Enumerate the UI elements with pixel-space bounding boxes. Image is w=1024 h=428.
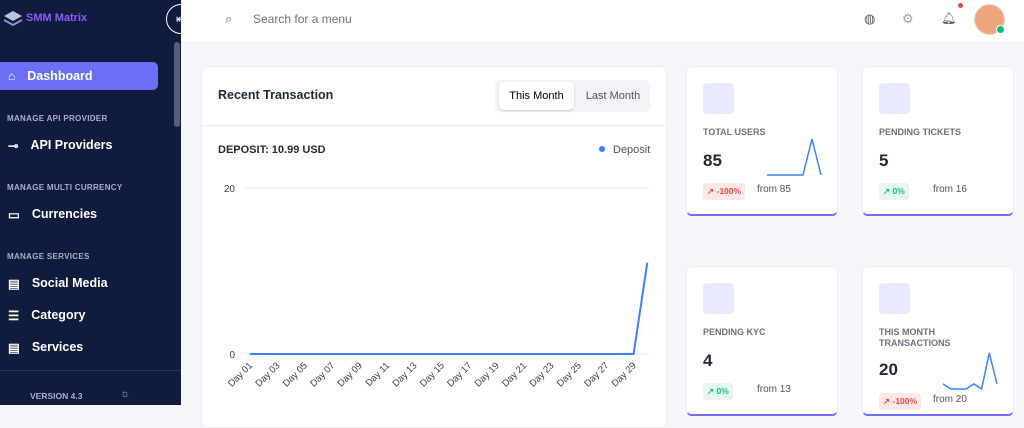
sparkline-line [942, 352, 998, 391]
stat-change: ↗ 0% [703, 383, 733, 400]
x-tick-label: Day 17 [445, 360, 474, 389]
nav-label: API Providers [30, 138, 113, 152]
nav-label: Services [31, 340, 84, 354]
stat-change-value: -100% [892, 396, 918, 406]
x-tick-label: Day 23 [527, 360, 556, 389]
search-input[interactable]: Search for a menu [253, 12, 352, 26]
search-icon: ⌕ [225, 11, 233, 26]
stat-card: TOTAL USERS 85 ↗ -100% from 85 [686, 66, 838, 216]
nav-label: Dashboard [27, 69, 93, 83]
tab[interactable]: Last Month [585, 90, 641, 102]
notification-icon[interactable]: 🔔︎ [941, 11, 957, 25]
deposit-total: DEPOSIT: 10.99 USD [218, 144, 326, 156]
stat-value: 4 [703, 351, 713, 370]
stat-change: ↗ 0% [879, 183, 909, 200]
y-tick-label: 0 [229, 350, 235, 361]
nav-label: Category [31, 308, 86, 322]
nav-section: MANAGE MULTI CURRENCY [7, 183, 123, 192]
nav-item[interactable]: ▤ Social Media [8, 276, 108, 291]
nav-item[interactable]: ☰ Category [8, 308, 86, 323]
nav-item[interactable]: ▭ Currencies [8, 207, 98, 222]
nav-label: Social Media [31, 276, 108, 290]
header: ⌕ Search for a menu ◍ ⚙ 🔔︎ [181, 0, 1024, 43]
sparkline [942, 352, 998, 391]
line [250, 262, 649, 355]
stat-label: THIS MONTH TRANSACTIONS [879, 327, 951, 348]
theme-toggle[interactable]: ☼ [120, 388, 131, 400]
x-tick-label: Day 03 [253, 360, 282, 389]
stat-card: PENDING KYC 4 ↗ 0% from 13 [686, 266, 838, 416]
sparkline [767, 138, 822, 176]
tab[interactable]: This Month [499, 82, 574, 110]
stat-icon [703, 283, 734, 314]
nav-item[interactable]: ⊸ API Providers [8, 138, 113, 153]
logo [3, 11, 23, 27]
x-tick-label: Day 11 [364, 360, 393, 389]
stat-label: PENDING KYC [703, 327, 766, 337]
stat-value: 20 [879, 360, 898, 379]
y-tick-label: 20 [224, 184, 236, 195]
x-tick-label: Day 19 [473, 360, 502, 389]
nav-item[interactable]: ⌂ Dashboard [0, 62, 158, 90]
x-tick-label: Day 29 [610, 360, 639, 389]
stat-label: TOTAL USERS [703, 127, 766, 137]
nav-item[interactable]: ▤ Services [8, 340, 84, 355]
brand: SMM Matrix [26, 12, 88, 24]
settings-icon[interactable]: ⚙ [902, 11, 914, 26]
stat-icon [703, 83, 734, 114]
stat-change: ↗ -100% [879, 393, 922, 410]
legend-marker [599, 146, 605, 152]
stat-value: 85 [703, 151, 722, 170]
stat-from: from 20 [933, 394, 967, 405]
x-tick-label: Day 01 [226, 360, 255, 389]
stat-change-value: 0% [716, 386, 729, 396]
stat-icon [879, 283, 910, 314]
x-tick-label: Day 15 [418, 360, 447, 389]
sparkline-line [767, 138, 822, 176]
nav-section: MANAGE API PROVIDER [7, 114, 108, 123]
x-tick-label: Day 27 [582, 360, 611, 389]
x-tick-label: Day 05 [281, 360, 310, 389]
legend-label: Deposit [613, 144, 650, 156]
stat-card: THIS MONTH TRANSACTIONS 20 ↗ -100% from … [862, 266, 1014, 416]
x-tick-label: Day 25 [555, 360, 584, 389]
language-icon[interactable]: ◍ [864, 11, 876, 26]
sidebar: SMM Matrix ⌂ Dashboard MANAGE API PROVIDE… [0, 0, 181, 405]
stat-change-value: -100% [716, 186, 742, 196]
stat-label: PENDING TICKETS [879, 127, 962, 137]
avatar[interactable] [974, 4, 1005, 35]
x-tick-label: Day 07 [308, 360, 337, 389]
stat-value: 5 [879, 151, 889, 170]
nav-label: Currencies [31, 207, 98, 221]
stat-from: from 13 [757, 384, 791, 395]
version: VERSION 4.3 [30, 391, 83, 401]
x-tick-label: Day 09 [336, 360, 365, 389]
card-title: Recent Transaction [218, 88, 334, 102]
stat-from: from 16 [933, 184, 967, 195]
stat-from: from 85 [757, 184, 791, 195]
stat-icon [879, 83, 910, 114]
transactions-card: Recent Transaction This Month Last Month… [201, 66, 667, 428]
stat-change: ↗ -100% [703, 183, 746, 200]
x-tick-label: Day 21 [500, 360, 529, 389]
x-tick-label: Day 13 [390, 360, 419, 389]
stat-change-value: 0% [892, 186, 905, 196]
stat-card: PENDING TICKETS 5 ↗ 0% from 16 [862, 66, 1014, 216]
nav-section: MANAGE SERVICES [7, 252, 90, 261]
